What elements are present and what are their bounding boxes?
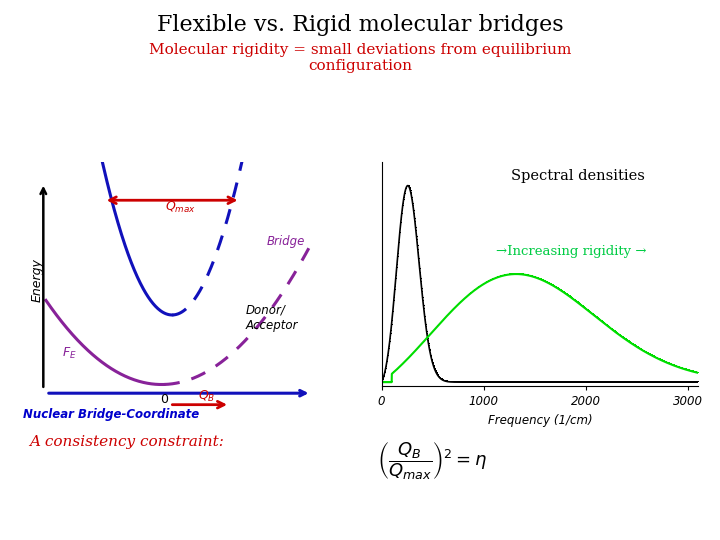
- Text: Molecular rigidity = small deviations from equilibrium
configuration: Molecular rigidity = small deviations fr…: [149, 43, 571, 73]
- Text: →Increasing rigidity →: →Increasing rigidity →: [496, 245, 647, 258]
- X-axis label: Frequency (1/cm): Frequency (1/cm): [487, 414, 593, 427]
- Text: A consistency constraint:: A consistency constraint:: [29, 435, 224, 449]
- Text: 0: 0: [161, 393, 168, 406]
- Text: $Q_B$: $Q_B$: [197, 388, 215, 403]
- Text: Energy: Energy: [30, 258, 43, 302]
- Text: Donor/
Acceptor: Donor/ Acceptor: [246, 304, 298, 332]
- Text: Flexible vs. Rigid molecular bridges: Flexible vs. Rigid molecular bridges: [157, 14, 563, 36]
- Text: $F_E$: $F_E$: [62, 346, 76, 361]
- Text: Nuclear Bridge-Coordinate: Nuclear Bridge-Coordinate: [24, 408, 199, 421]
- Text: $Q_{max}$: $Q_{max}$: [164, 200, 196, 215]
- Text: Spectral densities: Spectral densities: [511, 168, 645, 183]
- Text: Bridge: Bridge: [266, 235, 305, 248]
- Text: $\left(\dfrac{Q_B}{Q_{max}}\right)^2 = \eta$: $\left(\dfrac{Q_B}{Q_{max}}\right)^2 = \…: [377, 440, 487, 482]
